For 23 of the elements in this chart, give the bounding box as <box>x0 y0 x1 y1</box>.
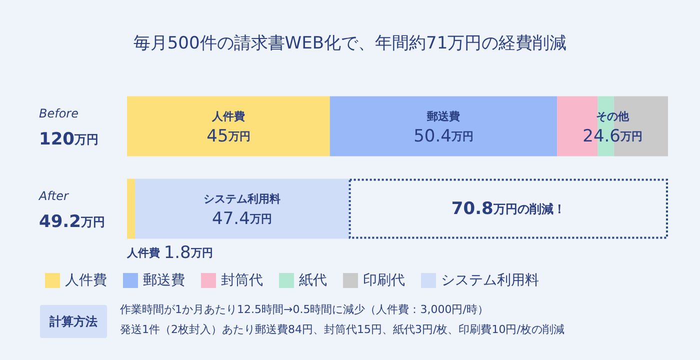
text: 計算方法 <box>48 314 98 328</box>
y-tick-label: After 49.2万円 <box>38 188 105 232</box>
legend-label: 印刷代 <box>363 272 405 288</box>
annotation: その他 24.6万円 <box>582 110 642 146</box>
bar <box>348 178 668 239</box>
data-label: 70.8万円の削減！ <box>451 198 566 219</box>
legend-label: 人件費 <box>65 272 107 288</box>
data-label: 郵送費 50.4万円 <box>414 110 474 146</box>
chart-title: 毎月500件の請求書WEB化で、年間約71万円の経費削減 <box>133 34 567 54</box>
legend-label: 紙代 <box>299 272 327 288</box>
bar <box>127 96 330 156</box>
y-tick-label: Before 120万円 <box>39 106 98 150</box>
bar <box>127 178 136 239</box>
legend-label: 郵送費 <box>143 272 185 288</box>
legend-label: 封筒代 <box>221 272 263 288</box>
text: 発送1件（2枚封入）あたり郵送費84円、封筒代15円、紙代3円/枚、印刷費10円/枚の削減 <box>120 323 564 336</box>
bar <box>135 178 349 239</box>
data-label: システム利用料 47.4万円 <box>203 192 280 229</box>
text: 作業時間が1か月あたり12.5時間→0.5時間に減少（人件費：3,000円/時） <box>119 303 488 316</box>
legend-label: システム利用料 <box>441 272 539 288</box>
data-label: 人件費 45万円 <box>206 110 250 146</box>
data-label: 人件費 1.8万円 <box>126 242 213 263</box>
bar <box>330 96 558 156</box>
